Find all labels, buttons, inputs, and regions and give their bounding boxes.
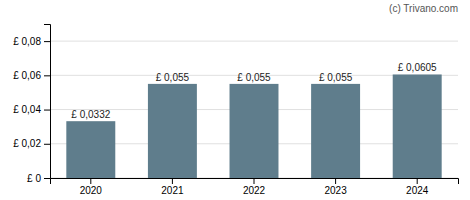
y-tick: £ 0 — [27, 173, 50, 184]
y-tick-mark — [44, 178, 50, 179]
x-axis: 2020 2021 2022 2023 2024 — [51, 178, 459, 196]
watermark: (c) Trivano.com — [389, 3, 458, 14]
data-label: £ 0,0332 — [71, 109, 110, 120]
data-label: £ 0,0605 — [398, 62, 437, 73]
annotations: (c) Trivano.com — [389, 3, 458, 14]
y-tick-mark — [44, 144, 50, 145]
y-tick: £ 0,02 — [13, 138, 50, 149]
x-tick-mark — [417, 178, 418, 184]
x-tick: 2023 — [324, 178, 347, 196]
data-label: £ 0,055 — [319, 72, 353, 83]
y-tick-label: £ 0,04 — [13, 104, 41, 115]
y-tick: £ 0,04 — [13, 104, 50, 115]
x-axis-line — [51, 179, 459, 185]
bar — [230, 84, 279, 178]
y-tick: £ 0,08 — [13, 36, 50, 47]
bar — [311, 84, 360, 178]
x-tick-label: 2022 — [243, 185, 266, 196]
y-axis: £ 0 £ 0,02 £ 0,04 £ 0,06 £ 0,08 — [13, 25, 50, 184]
x-tick-label: 2020 — [80, 185, 103, 196]
data-label: £ 0,055 — [156, 72, 190, 83]
data-label: £ 0,055 — [237, 72, 271, 83]
data-labels: £ 0,0332 £ 0,055 £ 0,055 £ 0,055 £ 0,0605 — [71, 62, 437, 120]
x-tick-label: 2021 — [161, 185, 184, 196]
x-tick: 2024 — [406, 178, 429, 196]
x-tick-mark — [335, 178, 336, 184]
y-tick-label: £ 0,02 — [13, 138, 41, 149]
x-tick: 2021 — [161, 178, 184, 196]
y-axis-line — [44, 25, 51, 179]
x-tick-mark — [172, 178, 173, 184]
y-tick-label: £ 0,08 — [13, 36, 41, 47]
x-tick: 2020 — [80, 178, 103, 196]
bars — [66, 74, 441, 178]
y-tick-label: £ 0 — [27, 173, 41, 184]
x-tick: 2022 — [243, 178, 266, 196]
chart: £ 0£ 0,02£ 0,04£ 0,06£ 0,082020202120222… — [0, 0, 470, 200]
y-tick-mark — [44, 75, 50, 76]
y-tick-label: £ 0,06 — [13, 70, 41, 81]
x-tick-label: 2024 — [406, 185, 429, 196]
bar — [66, 121, 115, 178]
bar — [393, 74, 442, 178]
x-tick-mark — [90, 178, 91, 184]
y-tick-mark — [44, 110, 50, 111]
plot: £ 0£ 0,02£ 0,04£ 0,06£ 0,082020202120222… — [13, 25, 458, 197]
y-tick-mark — [44, 41, 50, 42]
grid — [50, 41, 458, 178]
grid-line — [50, 41, 458, 42]
x-tick-mark — [254, 178, 255, 184]
bar — [148, 84, 197, 178]
y-tick: £ 0,06 — [13, 70, 50, 81]
x-tick-label: 2023 — [324, 185, 347, 196]
